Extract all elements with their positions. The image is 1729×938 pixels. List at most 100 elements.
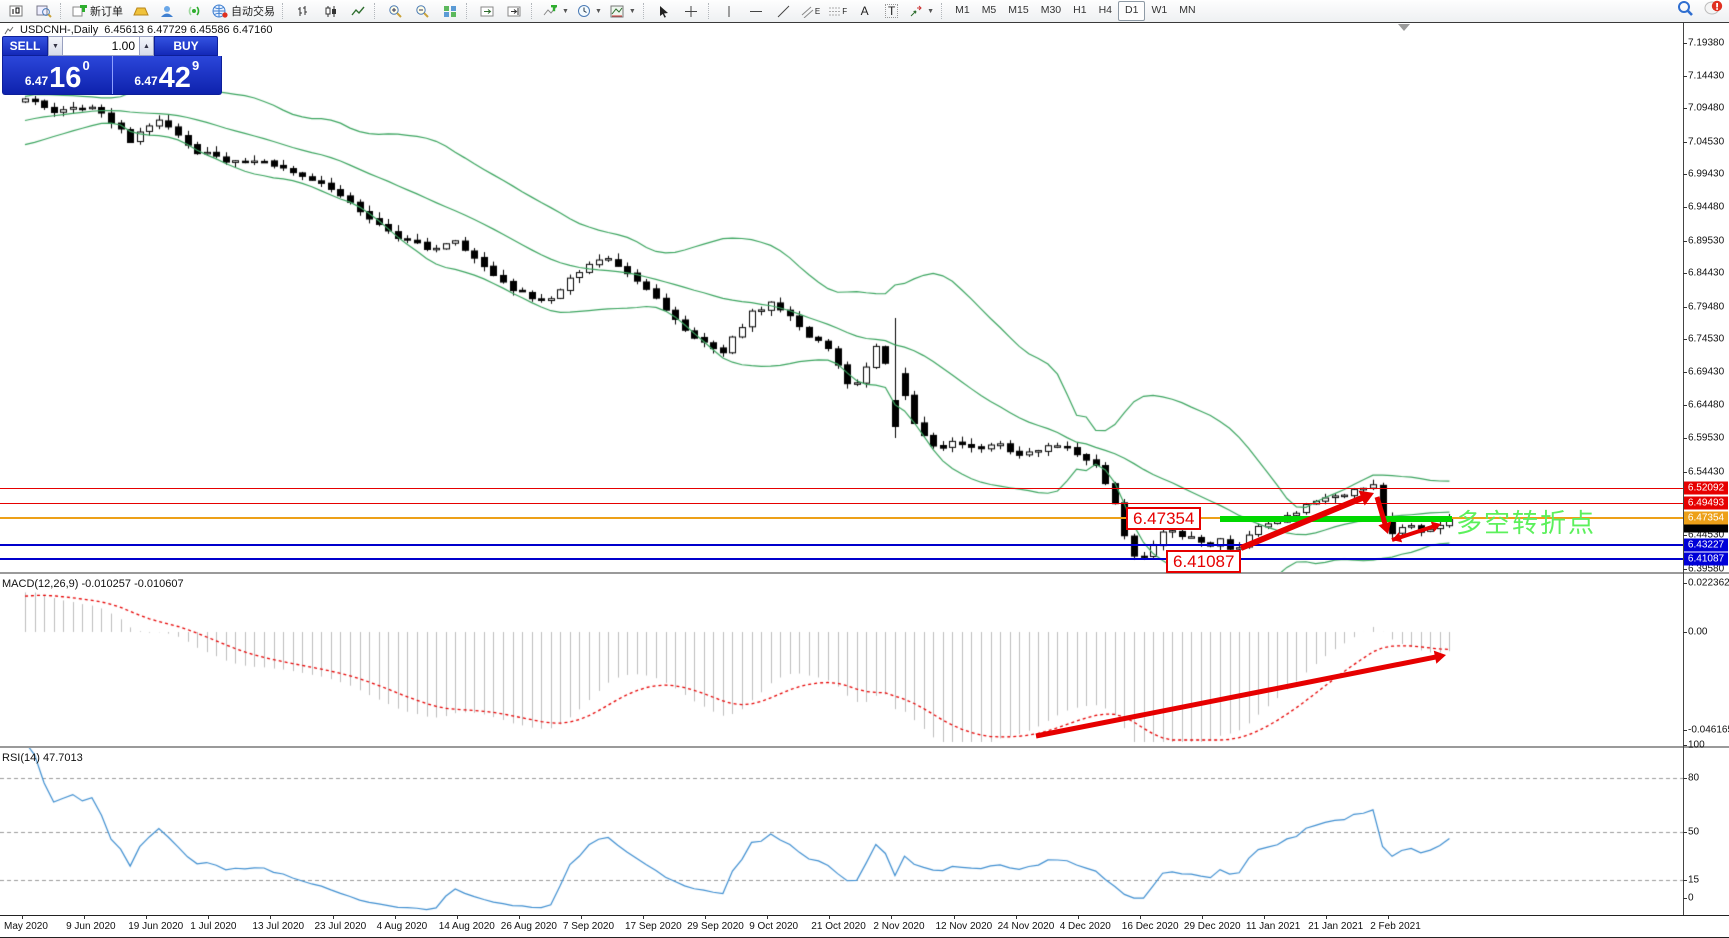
bar-chart-type-button[interactable] [290, 1, 317, 22]
new-chart-button[interactable] [3, 1, 30, 22]
macd-axis-tick [1683, 583, 1687, 584]
toolbar-separator [374, 3, 379, 19]
arrows-tool-button[interactable]: ▼ [905, 1, 938, 22]
zoom-out-button[interactable] [409, 1, 436, 22]
gold-ingot-icon[interactable] [127, 1, 154, 22]
rsi-axis-label: 80 [1688, 772, 1700, 784]
price-chart-canvas[interactable] [0, 23, 1683, 572]
date-axis-tick [580, 915, 582, 919]
horizontal-level-line[interactable] [0, 544, 1683, 546]
macd-axis-label: -0.046165 [1688, 724, 1729, 736]
timeframe-button-m15[interactable]: M15 [1008, 4, 1029, 16]
timeframe-button-h4[interactable]: H4 [1098, 4, 1113, 16]
date-axis-tick [332, 915, 334, 919]
price-axis-label: 7.19380 [1688, 37, 1725, 49]
new-order-label: 新订单 [90, 6, 123, 18]
dropdown-caret-icon: ▼ [927, 7, 935, 15]
sell-price-panel[interactable]: 6.47 16 0 [3, 56, 113, 94]
zoom-in-button[interactable] [382, 1, 409, 22]
timeframe-button-m5[interactable]: M5 [981, 4, 997, 16]
price-level-tag: 6.49493 [1684, 496, 1728, 510]
chart-title: USDCNH-,Daily 6.45613 6.47729 6.45586 6.… [4, 24, 272, 36]
indicators-button[interactable]: ▼ [539, 1, 573, 22]
support-price-annotation[interactable]: 6.41087 [1166, 550, 1242, 573]
toolbar-right-icons [1677, 0, 1723, 22]
price-level-tag: 6.43227 [1684, 538, 1728, 552]
dropdown-caret-icon: ▼ [594, 7, 602, 15]
timeframe-button-m1[interactable]: M1 [955, 4, 970, 16]
date-axis-label: May 2020 [4, 921, 48, 932]
rsi-axis-label: 0 [1688, 892, 1694, 904]
timeframe-button-w1[interactable]: W1 [1151, 4, 1168, 16]
channel-tool-button[interactable]: E [797, 1, 824, 22]
rsi-pane-canvas[interactable] [0, 748, 1683, 915]
macd-axis-label: 0.022362 [1688, 577, 1729, 589]
label-tool-button[interactable]: T [878, 1, 905, 22]
date-axis-tick [456, 915, 458, 919]
chart-profile-button[interactable] [30, 1, 57, 22]
buy-price-panel[interactable]: 6.47 42 9 [113, 56, 222, 94]
templates-button[interactable]: ▼ [606, 1, 640, 22]
tile-windows-button[interactable] [436, 1, 463, 22]
date-axis-tick [208, 915, 210, 919]
date-axis[interactable]: May 2020 9 Jun 2020 19 Jun 2020 1 Jul 2020 1… [0, 915, 1729, 937]
date-axis-label: 4 Dec 2020 [1059, 921, 1111, 932]
sell-button[interactable]: SELL [2, 36, 48, 56]
pane-splitter[interactable] [0, 572, 1729, 574]
community-notification-icon[interactable] [1704, 0, 1723, 22]
timeframe-button-mn[interactable]: MN [1179, 4, 1196, 16]
macd-axis-label: 0.00 [1688, 626, 1708, 638]
date-axis-tick [705, 915, 707, 919]
pane-splitter[interactable] [0, 746, 1729, 748]
auto-scroll-button[interactable] [474, 1, 501, 22]
volume-increase-button[interactable]: ▲ [139, 36, 154, 56]
dropdown-caret-icon: ▼ [562, 7, 569, 15]
rsi-axis-tick [1683, 745, 1687, 746]
horizontal-level-line[interactable] [0, 502, 1683, 504]
horizontal-line-tool-button[interactable] [743, 1, 770, 22]
autotrade-button[interactable]: 自动交易 [208, 1, 279, 22]
new-order-button[interactable]: 新订单 [68, 1, 127, 22]
pivot-chinese-label[interactable]: 多空转折点 [1456, 508, 1597, 538]
periods-button[interactable]: ▼ [573, 1, 606, 22]
timeframe-button-h1[interactable]: H1 [1073, 4, 1087, 16]
signals-icon[interactable] [181, 1, 208, 22]
buy-button[interactable]: BUY [154, 36, 218, 56]
timeframe-button-m30[interactable]: M30 [1040, 4, 1062, 16]
price-axis-label: 6.84430 [1688, 267, 1725, 279]
buy-price-prefix: 6.47 [134, 74, 158, 88]
label-tool-letter: T [884, 4, 899, 18]
timeframe-button-d1[interactable]: D1 [1118, 1, 1146, 21]
pivot-price-annotation[interactable]: 6.47354 [1126, 507, 1202, 530]
price-axis-tick [1683, 438, 1687, 439]
vertical-line-tool-button[interactable] [716, 1, 743, 22]
crosshair-tool-button[interactable] [678, 1, 705, 22]
chart-shift-marker-icon[interactable] [1398, 24, 1410, 31]
toolbar: 新订单 自动交易 ▼ ▼ ▼ E F A T ▼ [0, 0, 1729, 22]
date-axis-label: 29 Dec 2020 [1183, 921, 1241, 932]
horizontal-level-line[interactable] [0, 487, 1683, 489]
price-axis-border [1683, 23, 1684, 916]
date-axis-label: 16 Dec 2020 [1121, 921, 1179, 932]
price-axis-tick [1683, 472, 1687, 473]
volume-input[interactable] [63, 36, 139, 56]
pivot-trend-line[interactable] [1220, 516, 1452, 522]
search-icon[interactable] [1677, 0, 1694, 22]
candle-chart-type-button[interactable] [317, 1, 344, 22]
toolbar-separator [282, 3, 287, 19]
cursor-tool-button[interactable] [651, 1, 678, 22]
price-axis-tick [1683, 273, 1687, 274]
macd-pane-canvas[interactable] [0, 574, 1683, 746]
text-tool-button[interactable]: A [851, 1, 878, 22]
horizontal-level-line[interactable] [0, 558, 1683, 560]
horizontal-level-line[interactable] [0, 517, 1683, 519]
trendline-tool-button[interactable] [770, 1, 797, 22]
price-axis-label: 6.74530 [1688, 333, 1725, 345]
mql5-community-icon[interactable] [154, 1, 181, 22]
sell-price-prefix: 6.47 [24, 74, 49, 88]
fibonacci-tool-button[interactable]: F [824, 1, 851, 22]
line-chart-type-button[interactable] [344, 1, 371, 22]
chart-shift-button[interactable] [501, 1, 528, 22]
volume-decrease-button[interactable]: ▼ [48, 36, 63, 56]
toolbar-separator [642, 3, 648, 19]
